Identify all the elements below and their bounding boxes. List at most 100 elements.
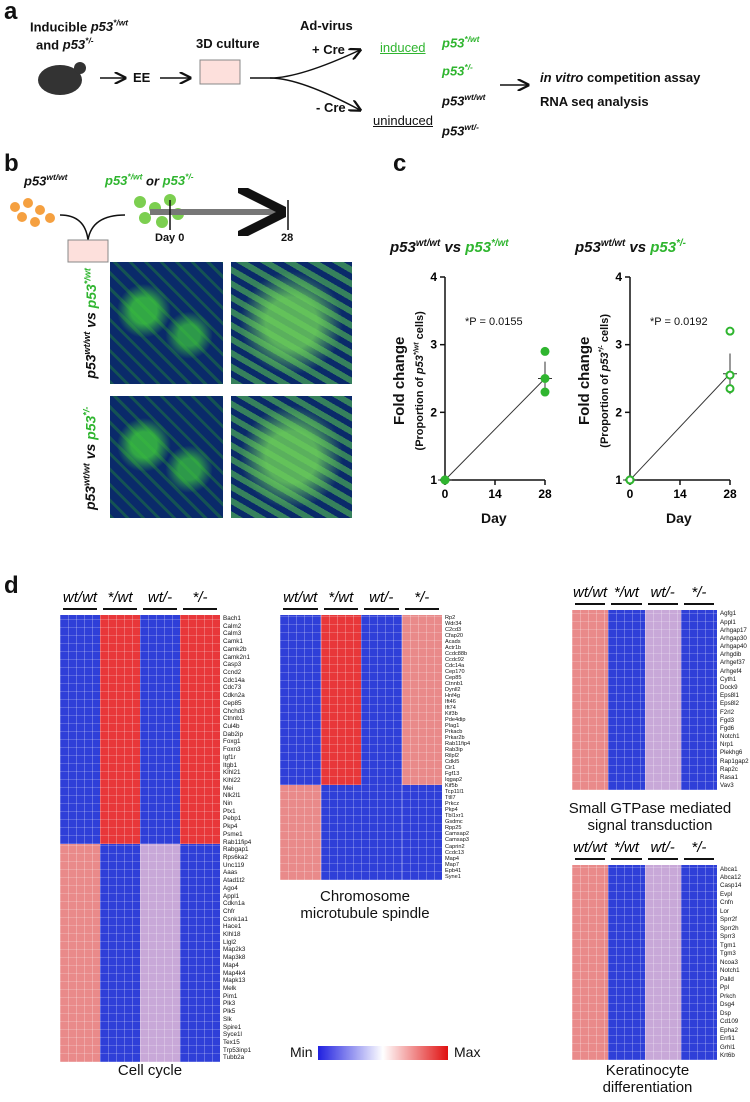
- gene-label: Trp53inp1: [223, 1046, 252, 1054]
- text: */-: [185, 172, 194, 182]
- dish-icon: [199, 59, 241, 85]
- text: wt/-: [464, 122, 479, 132]
- gene-label: Rpp25: [445, 825, 462, 832]
- gene-label: Bach1: [223, 615, 241, 623]
- text: (Proportion of: [598, 373, 611, 448]
- genotype: p53*/wt: [442, 34, 479, 50]
- y-tick-label: 4: [430, 270, 437, 284]
- label: Ad-virus: [300, 18, 353, 33]
- heatmap: [60, 615, 220, 1062]
- text: cells): [598, 313, 611, 342]
- gene-label: Calm2: [223, 622, 242, 630]
- text: p53: [598, 351, 611, 371]
- gene-label: Cyth1: [720, 675, 737, 683]
- group-bar: [404, 608, 439, 610]
- micrograph: [110, 262, 223, 384]
- gene-label: Ift46: [445, 698, 456, 705]
- gene-label: Ccdc88b: [445, 650, 468, 657]
- text: cells): [413, 310, 426, 339]
- gene-label: Aaas: [223, 869, 238, 877]
- gene-label: Ctnnb1: [223, 715, 244, 723]
- legend-min: Min: [290, 1044, 313, 1060]
- text: p53: [442, 123, 465, 139]
- group-bar: [683, 858, 714, 860]
- gene-label: Notch1: [720, 967, 740, 975]
- gene-label: Igf1r: [223, 753, 236, 761]
- text: p53: [465, 239, 492, 256]
- genotype: p53*/wt: [465, 238, 508, 256]
- text: wt/wt: [464, 92, 486, 102]
- gene-label: Tgm1: [720, 941, 736, 949]
- text: */-: [464, 62, 473, 72]
- gene-label: Gsdmc: [445, 819, 463, 826]
- annotation: *P = 0.0155: [465, 316, 523, 329]
- label: and p53*/-: [36, 36, 94, 52]
- label: - Cre: [316, 100, 346, 115]
- label: in vitro competition assay: [540, 70, 700, 85]
- gene-label: Pkp4: [223, 823, 238, 831]
- text: in vitro: [540, 70, 584, 85]
- group-label: wt/wt: [62, 589, 98, 606]
- gene-label: Melk: [223, 985, 237, 992]
- gene-label: Vav3: [720, 782, 734, 790]
- group-bar: [63, 608, 97, 610]
- label: 3D culture: [196, 36, 260, 51]
- gene-label: Ift74: [445, 704, 456, 711]
- gene-label: Calm3: [223, 630, 242, 638]
- gene-label: Notch1: [720, 733, 740, 741]
- gene-label: Rps6ka2: [223, 853, 248, 861]
- gene-label: Cul4b: [223, 722, 240, 730]
- gene-label: Casp3: [223, 661, 242, 669]
- panel-letter: c: [393, 150, 407, 177]
- heatmap-title: Keratinocyte differentiation: [602, 1062, 693, 1096]
- label: Day 0: [155, 232, 185, 244]
- gene-label: Grhl1: [720, 1043, 736, 1051]
- gene-label: Ago4: [223, 884, 238, 892]
- chart-title: p53wt/wt vs p53*/-: [575, 238, 686, 256]
- heatmap-title: Chromosome microtubule spindle: [300, 888, 430, 922]
- gene-label: Tex15: [223, 1038, 240, 1046]
- gene-label: Cdkl5: [445, 759, 460, 766]
- gene-label: Foxn3: [223, 746, 241, 754]
- gene-label: Rab11fip4: [223, 838, 252, 846]
- legend-max: Max: [454, 1044, 481, 1060]
- genotype: p53wt/-: [442, 122, 479, 138]
- gene-label: Wdr34: [445, 620, 462, 627]
- text: Fold change: [391, 336, 409, 425]
- text: wt/wt: [81, 331, 92, 355]
- gene-label: Syne1: [445, 873, 461, 880]
- x-axis-label: Day: [481, 510, 507, 526]
- group-bar: [611, 603, 642, 605]
- gene-label: Map3k8: [223, 954, 246, 962]
- group-label: wt/wt: [283, 589, 318, 606]
- mean-line: [629, 373, 731, 481]
- gene-label: Ctnnb1: [445, 680, 464, 687]
- gene-label: Sprr2h: [720, 924, 739, 932]
- gene-label: Cdkn2a: [223, 692, 245, 700]
- gene-label: Chfr: [223, 907, 235, 915]
- text: */wt: [113, 18, 129, 28]
- genotype: p53wt/wt: [390, 238, 440, 256]
- mouse-icon: [38, 65, 82, 95]
- gene-label: Chchd3: [223, 707, 245, 715]
- group-label: */-: [691, 584, 707, 601]
- gene-label: Cdc14a: [223, 676, 245, 684]
- label: induced: [380, 40, 426, 55]
- group-bar: [575, 603, 606, 605]
- gene-label: Casp14: [720, 882, 742, 890]
- gene-label: Ttll7: [445, 795, 456, 802]
- dish-icon: [67, 239, 109, 263]
- genotype: p53*/-: [442, 62, 473, 78]
- gene-label: Pebp1: [223, 815, 242, 823]
- group-bar: [683, 603, 714, 605]
- group-bar: [647, 603, 678, 605]
- text: */wt: [81, 268, 92, 285]
- group-bar: [647, 858, 678, 860]
- gene-label: Arhgef37: [720, 659, 746, 667]
- text: and: [36, 37, 60, 53]
- group-label: wt/-: [369, 589, 394, 606]
- row-label: p53wt/wt vs p53*/wt: [82, 268, 99, 379]
- row-label: p53wt/wt vs p53*/-: [81, 407, 98, 510]
